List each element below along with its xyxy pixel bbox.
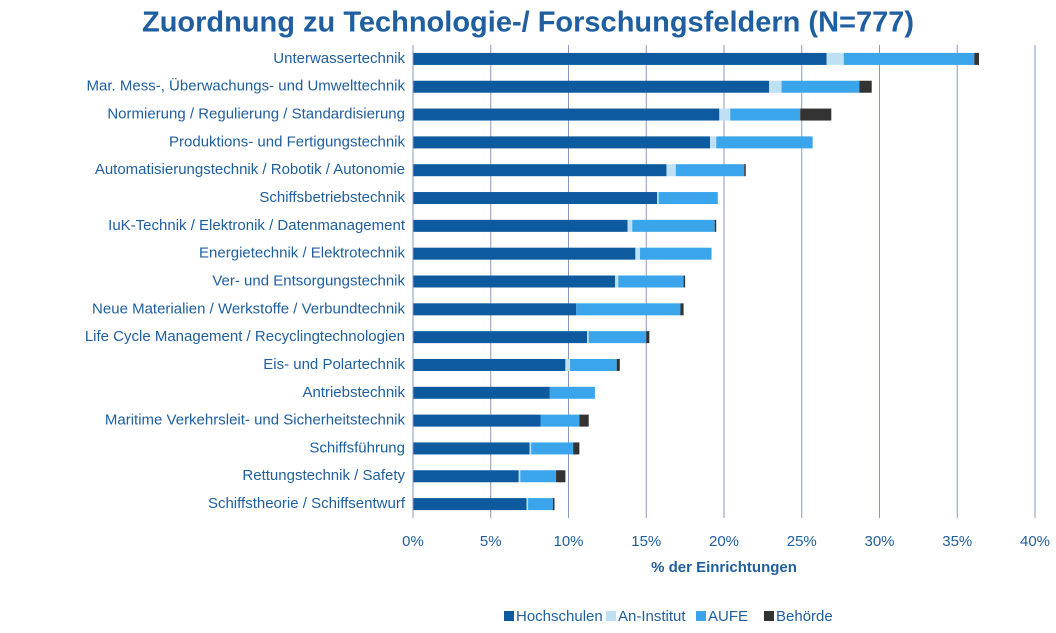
bar-segment [528, 498, 553, 511]
bar-segment [576, 303, 681, 316]
bar-segment [529, 442, 532, 455]
x-tick-label: 40% [1020, 533, 1050, 550]
legend-swatch [504, 611, 514, 621]
bar-segment [710, 136, 717, 149]
legend-label: Hochschulen [516, 608, 603, 625]
bar-segment [579, 414, 589, 427]
y-tick-label: IuK-Technik / Elektronik / Datenmanageme… [108, 217, 406, 234]
x-tick-label: 10% [553, 533, 583, 550]
bar-segment [974, 52, 980, 65]
x-tick-label: 15% [631, 533, 661, 550]
y-tick-label: Rettungstechnik / Safety [242, 467, 405, 484]
bar-segment [683, 275, 686, 288]
bar-segment [616, 358, 620, 371]
bar-segment [413, 219, 628, 232]
x-tick-label: 0% [402, 533, 424, 550]
bar-segment [640, 247, 712, 260]
y-tick-label: Energietechnik / Elektrotechnik [199, 245, 405, 262]
x-tick-label: 25% [787, 533, 817, 550]
bar-segment [716, 136, 813, 149]
bar-segment [714, 219, 717, 232]
legend-swatch [764, 611, 774, 621]
bar-segment [719, 108, 731, 121]
legend-label: Behörde [776, 608, 833, 625]
y-tick-label: Maritime Verkehrsleit- und Sicherheitste… [105, 412, 406, 429]
bar-segment [540, 414, 580, 427]
y-tick-label: Neue Materialien / Werkstoffe / Verbundt… [92, 300, 405, 317]
bar-segment [646, 331, 650, 344]
y-tick-label: Schiffsführung [309, 439, 405, 456]
bar-segment [413, 80, 770, 93]
legend-swatch [606, 611, 616, 621]
bar-segment [413, 275, 616, 288]
y-tick-label: Normierung / Regulierung / Standardisier… [107, 106, 405, 123]
y-tick-label: Schiffsbetriebstechnik [259, 189, 405, 206]
bar-segment [587, 331, 589, 344]
bar-segment [570, 358, 617, 371]
x-tick-label: 35% [942, 533, 972, 550]
bar-segment [675, 164, 745, 177]
bar-segment [573, 442, 580, 455]
bar-segment [531, 442, 574, 455]
legend-label: An-Institut [618, 608, 686, 625]
bar-segment [658, 192, 718, 205]
legend-swatch [696, 611, 706, 621]
bar-segment [413, 247, 636, 260]
x-tick-label: 30% [864, 533, 894, 550]
y-tick-label: Automatisierungstechnik / Robotik / Auto… [95, 161, 405, 178]
y-tick-label: Antriebstechnik [302, 384, 405, 401]
bar-segment [413, 303, 577, 316]
bar-segment [744, 164, 746, 177]
bar-segment [413, 192, 658, 205]
bar-segment [413, 52, 827, 65]
bar-segment [769, 80, 782, 93]
y-tick-label: Unterwassertechnik [273, 50, 405, 67]
bar-segment [730, 108, 801, 121]
bar-segment [635, 247, 641, 260]
bar-segment [826, 52, 844, 65]
x-tick-label: 20% [709, 533, 739, 550]
bar-segment [859, 80, 872, 93]
bar-segment [680, 303, 684, 316]
bar-segment [632, 219, 715, 232]
bar-segment [413, 414, 541, 427]
bar-segment [413, 108, 720, 121]
y-tick-label: Eis- und Polartechnik [263, 356, 405, 373]
bar-segment [666, 164, 676, 177]
chart-title: Zuordnung zu Technologie-/ Forschungsfel… [142, 7, 914, 39]
bar-segment [413, 498, 527, 511]
x-axis-title: % der Einrichtungen [651, 559, 797, 576]
bar-segment [413, 442, 530, 455]
y-tick-label: Schiffstheorie / Schiffsentwurf [208, 495, 406, 512]
bar-segment [657, 192, 659, 205]
bar-segment [413, 470, 519, 483]
bar-segment [588, 331, 647, 344]
y-tick-label: Produktions- und Fertigungstechnik [169, 133, 405, 150]
bar-segment [413, 331, 588, 344]
bar-segment [627, 219, 633, 232]
bar-segment [549, 386, 595, 399]
bar-segment [413, 164, 667, 177]
y-tick-label: Mar. Mess-, Überwachungs- und Umwelttech… [87, 77, 406, 95]
bar-segment [781, 80, 860, 93]
y-tick-label: Ver- und Entsorgungstechnik [212, 272, 405, 289]
bar-segment [800, 108, 832, 121]
bar-segment [843, 52, 975, 65]
bar-segment [556, 470, 566, 483]
bar-segment [526, 498, 529, 511]
x-tick-label: 5% [480, 533, 502, 550]
legend-label: AUFE [708, 608, 748, 625]
bar-segment [520, 470, 557, 483]
bar-segment [552, 498, 555, 511]
bar-segment [413, 136, 711, 149]
bar-segment [618, 275, 684, 288]
bar-segment [413, 386, 550, 399]
bar-segment [565, 358, 571, 371]
bar-segment [413, 358, 566, 371]
y-tick-label: Life Cycle Management / Recyclingtechnol… [85, 328, 405, 345]
bar-segment [518, 470, 521, 483]
bar-segment [615, 275, 619, 288]
